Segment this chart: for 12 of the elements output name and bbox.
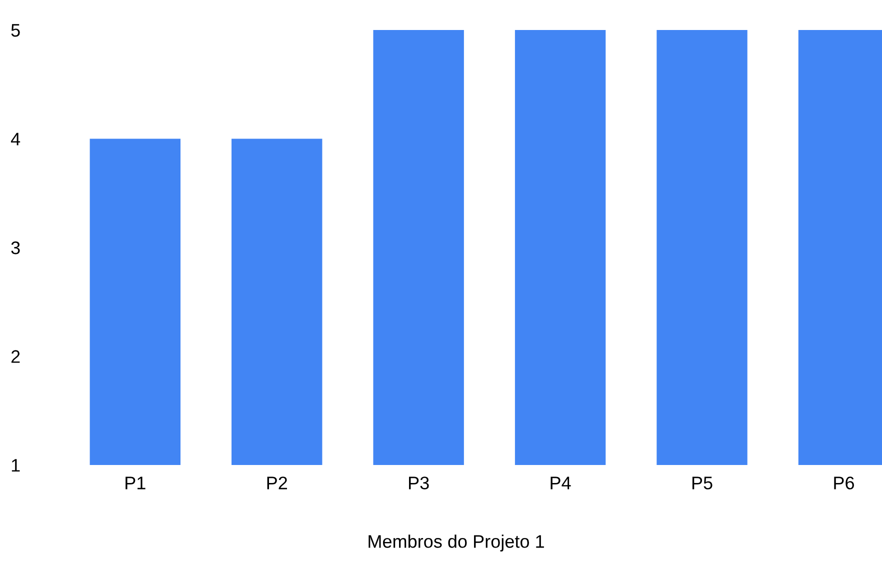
x-tick-label: P4: [550, 476, 571, 490]
x-tick-label: P1: [126, 476, 146, 490]
y-tick-label: 2: [11, 350, 20, 363]
x-tick-label: P5: [692, 476, 712, 490]
y-tick-label: 4: [10, 132, 20, 146]
y-tick-label: 3: [11, 241, 20, 254]
x-axis-title: Membros do Projeto 1: [368, 534, 544, 552]
y-tick-label: 5: [11, 24, 20, 37]
x-tick-label: P2: [267, 476, 288, 490]
x-tick-label: P3: [409, 476, 429, 490]
y-tick-label: 1: [12, 459, 20, 472]
x-tick-label: P6: [834, 476, 854, 490]
